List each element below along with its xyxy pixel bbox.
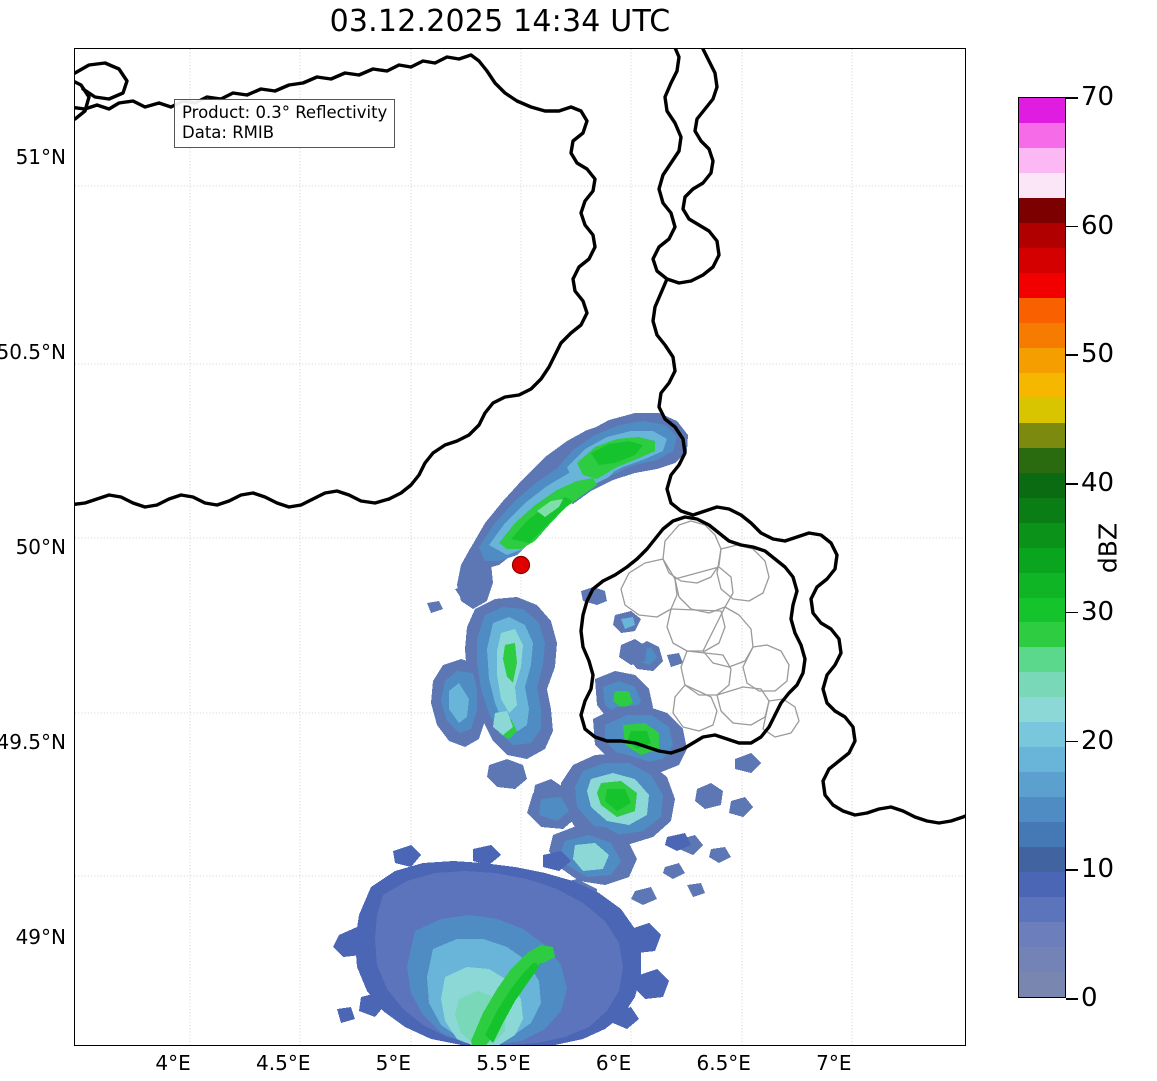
map-plot-area[interactable]: Product: 0.3° Reflectivity Data: RMIB [74,48,966,1046]
colorbar-tick-label: 10 [1081,854,1115,885]
y-tick-label: 50.5°N [0,340,66,365]
colorbar-band [1019,472,1065,498]
info-box: Product: 0.3° Reflectivity Data: RMIB [174,99,396,149]
colorbar-band [1019,597,1065,623]
colorbar-band [1019,647,1065,673]
national-borders [75,49,965,825]
colorbar-band [1019,672,1065,698]
colorbar-band [1019,972,1065,997]
colorbar-tick-label: 40 [1081,468,1115,499]
colorbar-band [1019,847,1065,873]
colorbar-band [1019,222,1065,248]
colorbar-band [1019,522,1065,548]
colorbar-tick [1066,483,1078,485]
colorbar-band [1019,347,1065,373]
colorbar-label: dBZ [1093,522,1123,574]
colorbar-band [1019,797,1065,823]
echo-north-east-band [457,413,688,609]
x-tick-label: 5.5°E [476,1051,531,1075]
colorbar-band [1019,872,1065,898]
colorbar-tick [1066,97,1078,99]
colorbar-tick [1066,225,1078,228]
colorbar-band [1019,622,1065,648]
y-tick-label: 50°N [15,535,66,559]
colorbar-band [1019,722,1065,748]
info-product-line: Product: 0.3° Reflectivity [182,103,388,122]
colorbar-tick-label: 60 [1081,210,1115,241]
colorbar-band [1019,572,1065,598]
colorbar-band [1019,98,1065,124]
colorbar-band [1019,897,1065,923]
colorbar-tick-label: 50 [1081,339,1115,370]
x-tick-label: 4.5°E [256,1051,311,1075]
colorbar-band [1019,547,1065,573]
colorbar-band [1019,947,1065,973]
colorbar-band [1019,198,1065,223]
colorbar-band [1019,822,1065,848]
y-tick-label: 49°N [15,924,66,949]
echo-site-scatter [427,585,663,671]
gridlines [75,49,965,1045]
colorbar-band [1019,497,1065,523]
colorbar-tick [1066,869,1078,871]
info-data-line: Data: RMIB [182,123,275,143]
colorbar-tick [1066,354,1078,357]
colorbar-band [1019,173,1065,198]
colorbar-band [1019,272,1065,298]
x-tick-label: 7°E [816,1051,852,1075]
colorbar-tick-label: 30 [1081,596,1115,627]
colorbar-band [1019,123,1065,149]
x-tick-label: 5°E [375,1051,412,1075]
colorbar-band [1019,697,1065,723]
colorbar-tick-label: 70 [1081,82,1115,112]
colorbar-band [1019,372,1065,398]
colorbar-band [1019,422,1065,448]
radar-echo-layer [333,413,761,1045]
echo-central-cluster [431,597,563,805]
colorbar[interactable] [1018,97,1066,998]
colorbar-tick [1066,998,1078,1000]
radar-station-marker [511,555,531,575]
colorbar-band [1019,772,1065,798]
x-tick-label: 6°E [595,1051,632,1075]
colorbar-tick-label: 20 [1081,725,1115,756]
colorbar-band [1019,447,1065,473]
colorbar-tick [1066,740,1078,743]
colorbar-band [1019,922,1065,948]
echo-south-east-cluster [527,639,761,913]
internal-admin-borders [620,520,800,738]
x-tick-label: 6.5°E [696,1051,751,1075]
radar-map-canvas [75,49,965,1045]
x-tick-label: 4°E [155,1051,191,1075]
page-title: 03.12.2025 14:34 UTC [329,4,671,39]
colorbar-band [1019,397,1065,423]
y-tick-label: 49.5°N [0,729,66,754]
colorbar-band [1019,247,1065,273]
colorbar-band [1019,148,1065,174]
colorbar-band [1019,297,1065,323]
colorbar-tick-label: 0 [1081,983,1098,1013]
echo-southern-system [333,833,691,1045]
colorbar-tick [1066,611,1078,614]
colorbar-band [1019,322,1065,348]
y-tick-label: 51°N [15,145,66,170]
colorbar-band [1019,747,1065,773]
